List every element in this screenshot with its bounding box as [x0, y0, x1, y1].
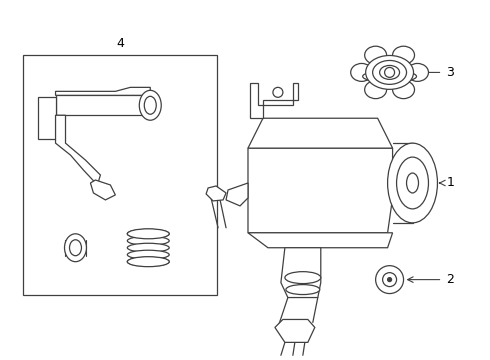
Ellipse shape [139, 90, 161, 120]
Polygon shape [250, 84, 298, 118]
Ellipse shape [392, 46, 415, 64]
Polygon shape [281, 248, 321, 298]
Polygon shape [38, 97, 55, 139]
Ellipse shape [351, 63, 372, 81]
Text: 2: 2 [446, 273, 454, 286]
Circle shape [388, 278, 392, 282]
Ellipse shape [127, 229, 169, 239]
Circle shape [385, 67, 394, 77]
Polygon shape [55, 87, 150, 95]
Ellipse shape [407, 173, 418, 193]
Ellipse shape [392, 81, 415, 99]
Ellipse shape [365, 46, 387, 64]
Polygon shape [55, 95, 150, 115]
Polygon shape [248, 233, 392, 248]
Ellipse shape [127, 236, 169, 245]
Ellipse shape [396, 157, 428, 209]
Ellipse shape [127, 257, 169, 266]
Polygon shape [55, 115, 100, 185]
Ellipse shape [372, 60, 407, 84]
Ellipse shape [70, 240, 81, 256]
Ellipse shape [144, 96, 156, 114]
Ellipse shape [127, 257, 169, 267]
Polygon shape [275, 319, 315, 342]
Ellipse shape [127, 229, 169, 238]
Ellipse shape [286, 285, 320, 294]
Polygon shape [206, 186, 226, 201]
Circle shape [273, 87, 283, 97]
Polygon shape [248, 148, 392, 233]
Polygon shape [91, 180, 115, 200]
Ellipse shape [285, 272, 321, 284]
Ellipse shape [127, 250, 169, 259]
Ellipse shape [366, 55, 414, 89]
Polygon shape [248, 118, 392, 148]
Text: 4: 4 [116, 37, 124, 50]
Ellipse shape [127, 243, 169, 252]
Ellipse shape [65, 234, 86, 262]
Ellipse shape [363, 71, 416, 82]
Circle shape [376, 266, 404, 293]
Text: 1: 1 [446, 176, 454, 189]
Polygon shape [226, 183, 248, 206]
Ellipse shape [365, 81, 387, 99]
Ellipse shape [380, 66, 399, 80]
Ellipse shape [407, 63, 428, 81]
Ellipse shape [388, 143, 438, 223]
Circle shape [383, 273, 396, 287]
Bar [23, 55, 217, 294]
Text: 3: 3 [446, 66, 454, 79]
